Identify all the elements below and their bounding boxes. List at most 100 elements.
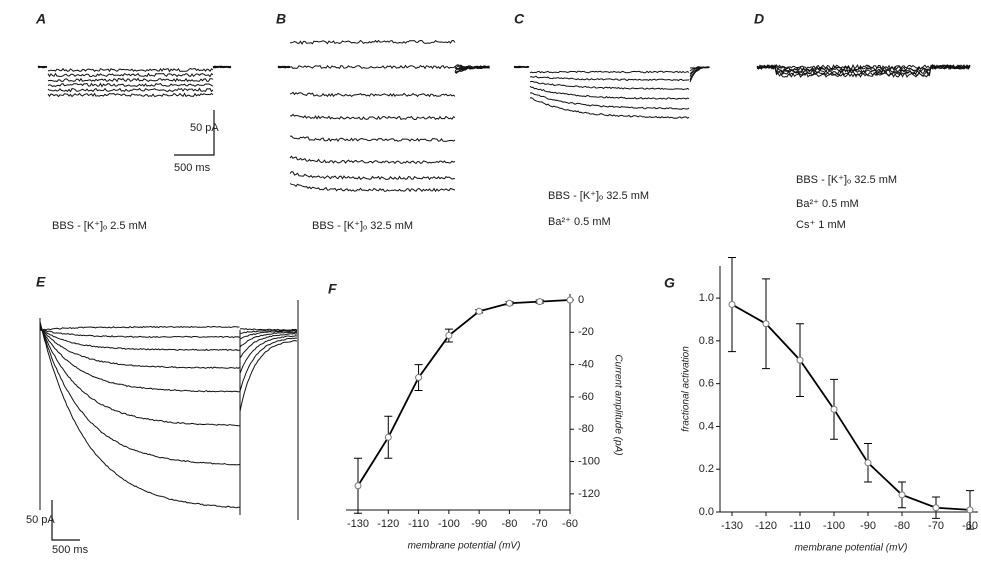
marker	[445, 332, 453, 340]
trace	[47, 72, 214, 78]
trace	[47, 77, 214, 83]
caption: BBS - [K⁺]ₒ 32.5 mM	[548, 190, 649, 202]
trace	[37, 65, 48, 69]
x-tick-label: -100	[823, 520, 845, 532]
x-tick-label: -120	[755, 520, 777, 532]
trace	[39, 325, 240, 331]
y-tick-label: -20	[578, 326, 594, 338]
trace	[513, 65, 530, 69]
trace	[239, 330, 298, 340]
marker	[505, 299, 513, 307]
trace	[47, 92, 214, 98]
trace	[40, 329, 240, 339]
marker	[536, 298, 544, 306]
panel-label: G	[664, 275, 675, 291]
trace	[529, 97, 690, 119]
trace	[277, 65, 291, 69]
trace	[47, 87, 214, 93]
x-tick-label: -90	[860, 520, 876, 532]
x-tick-label: -80	[894, 520, 910, 532]
y-axis-label: Current amplitude (pA)	[612, 354, 623, 455]
traces	[37, 39, 971, 520]
marker	[728, 301, 736, 309]
trace	[289, 91, 456, 98]
y-tick-label: 0.0	[699, 506, 714, 518]
scale-bar	[51, 500, 80, 541]
x-tick-label: -130	[347, 518, 369, 530]
panel-label: C	[514, 11, 525, 27]
scale-bar	[174, 110, 215, 156]
scale-label: 500 ms	[174, 162, 211, 174]
trace	[289, 113, 456, 121]
scale-label: 50 pA	[190, 122, 219, 134]
trace	[39, 323, 240, 466]
trace	[239, 337, 298, 392]
trace	[239, 331, 298, 348]
trace	[756, 64, 971, 78]
x-tick-label: -90	[471, 518, 487, 530]
x-tick-label: -130	[721, 520, 743, 532]
trace	[239, 335, 298, 374]
panel-label: F	[328, 281, 337, 297]
x-axis-label: membrane potential (mV)	[408, 541, 521, 552]
y-axis-label: fractional activation	[681, 346, 692, 432]
y-tick-label: 0.4	[699, 420, 714, 432]
panel-label: D	[754, 11, 764, 27]
trace	[289, 64, 456, 70]
y-tick-label: -80	[578, 423, 594, 435]
y-tick-label: 0	[578, 294, 584, 306]
marker	[762, 320, 770, 328]
y-tick-label: -40	[578, 359, 594, 371]
trace	[239, 329, 298, 334]
x-tick-label: -70	[928, 520, 944, 532]
trace	[689, 66, 710, 83]
x-tick-label: -110	[408, 518, 429, 530]
x-tick-label: -70	[532, 518, 548, 530]
trace	[289, 171, 456, 181]
scale-label: 50 pA	[26, 514, 55, 526]
caption: BBS - [K⁺]ₒ 2.5 mM	[52, 220, 147, 232]
trace	[39, 300, 299, 520]
trace	[529, 92, 690, 110]
trace	[290, 135, 456, 142]
scale-label: 500 ms	[52, 544, 89, 556]
fit-line	[357, 299, 571, 487]
caption: Cs⁺ 1 mM	[796, 219, 846, 231]
y-tick-label: 1.0	[699, 292, 714, 304]
scale-bars	[51, 110, 215, 541]
trace	[212, 65, 232, 68]
trace	[454, 65, 490, 74]
trace	[47, 82, 214, 88]
fit-line	[731, 303, 971, 511]
y-tick-label: 0.6	[699, 378, 714, 390]
y-tick-label: 0.2	[699, 463, 714, 475]
x-tick-label: -80	[501, 518, 517, 530]
trace	[289, 155, 456, 165]
panel-label: A	[35, 11, 46, 27]
marker	[796, 356, 804, 364]
trace	[239, 339, 298, 412]
trace	[39, 325, 240, 393]
panel-label: B	[276, 11, 286, 27]
trace	[529, 80, 690, 91]
trace	[239, 332, 298, 359]
y-tick-label: -60	[578, 391, 594, 403]
caption: BBS - [K⁺]ₒ 32.5 mM	[796, 174, 897, 186]
trace	[39, 324, 240, 427]
caption: Ba²⁺ 0.5 mM	[548, 216, 611, 228]
x-tick-label: -100	[438, 518, 460, 530]
trace	[529, 75, 690, 82]
trace	[529, 85, 690, 100]
marker	[966, 506, 974, 514]
trace	[529, 70, 690, 74]
trace	[39, 328, 240, 352]
caption: BBS - [K⁺]ₒ 32.5 mM	[312, 220, 413, 232]
y-tick-label: -120	[578, 488, 600, 500]
trace	[39, 321, 240, 509]
marker	[475, 307, 483, 315]
marker	[864, 459, 872, 467]
marker	[384, 433, 392, 441]
marker	[354, 482, 362, 490]
trace	[289, 39, 456, 46]
